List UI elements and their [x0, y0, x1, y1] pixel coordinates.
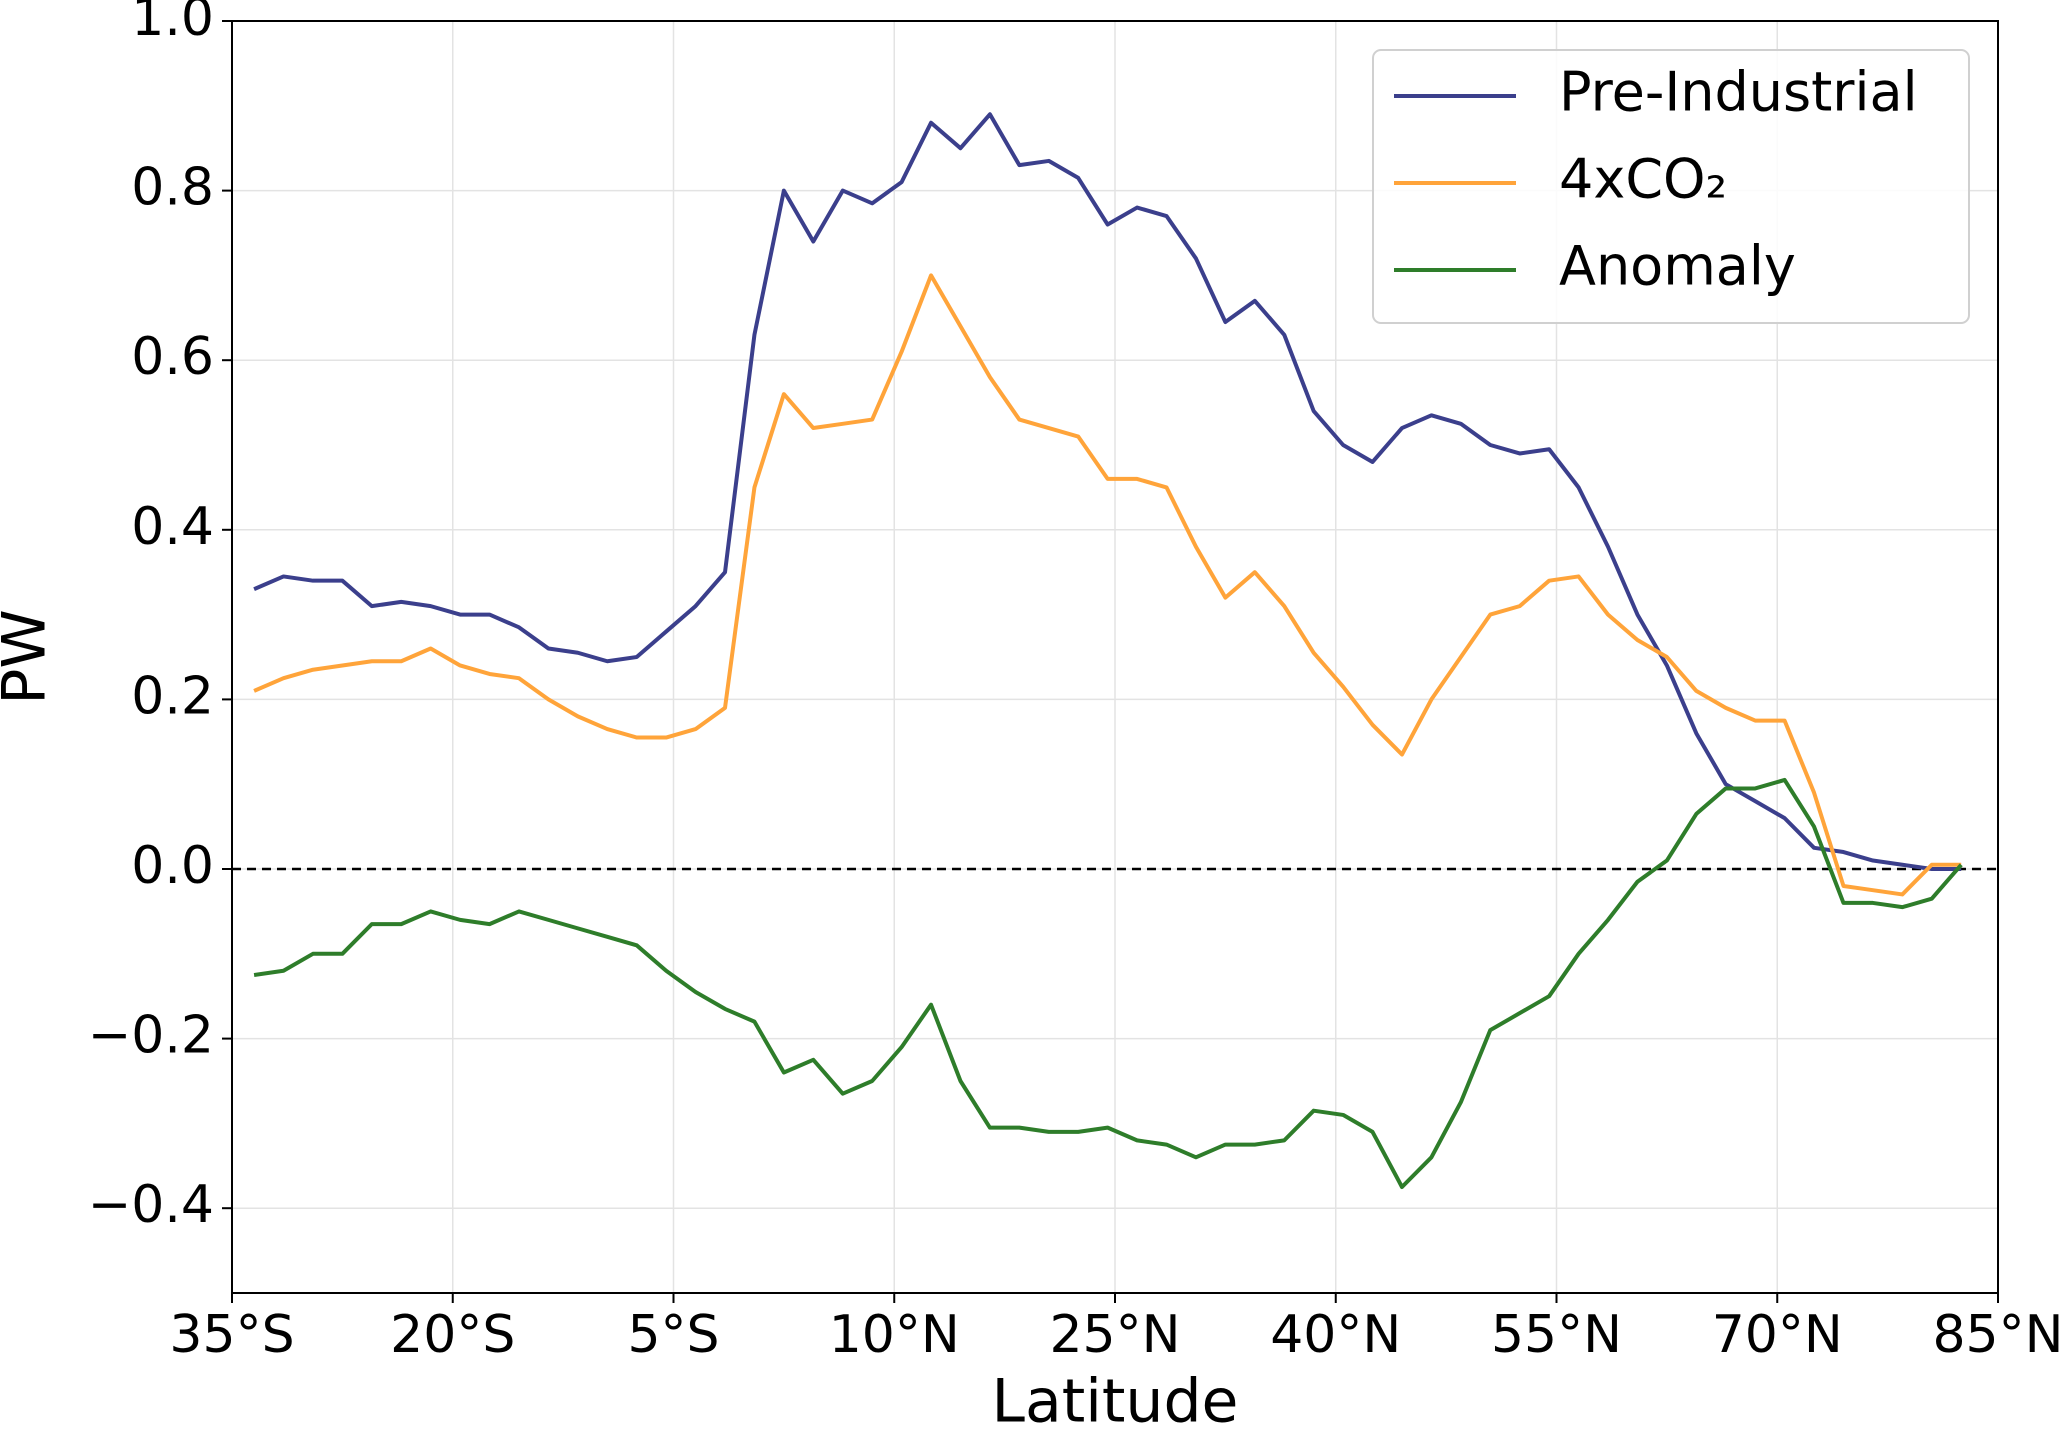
y-tick-label: 0.8 — [131, 158, 214, 218]
x-tick-label: 70°N — [1712, 1305, 1843, 1365]
x-tick-label: 25°N — [1049, 1305, 1180, 1365]
plot-frame — [231, 20, 1999, 1294]
x-tick-label: 20°S — [390, 1305, 515, 1365]
x-axis-label: Latitude — [992, 1367, 1239, 1437]
legend-label: Pre-Industrial — [1559, 61, 1918, 124]
series-line — [253, 273, 1962, 897]
y-tick-label: 0.0 — [131, 836, 214, 896]
legend: Pre-Industrial 4xCO₂ Anomaly — [1372, 49, 1970, 324]
series-line — [253, 777, 1963, 1189]
y-tick-label: −0.4 — [88, 1175, 214, 1235]
x-tick-label: 35°S — [169, 1305, 294, 1365]
x-tick-label: 55°N — [1491, 1305, 1622, 1365]
legend-box — [1372, 49, 1970, 324]
y-tick-label: 0.4 — [131, 497, 214, 557]
legend-label: Anomaly — [1559, 235, 1796, 298]
y-tick-label: 0.2 — [131, 666, 214, 726]
x-tick-label: 40°N — [1270, 1305, 1401, 1365]
x-tick-label: 10°N — [829, 1305, 960, 1365]
x-tick-label: 5°S — [627, 1305, 719, 1365]
y-axis-label: PW — [0, 609, 60, 705]
y-tick-label: 1.0 — [131, 0, 214, 48]
y-tick-label: −0.2 — [88, 1006, 214, 1066]
x-tick-label: 85°N — [1932, 1305, 2063, 1365]
y-tick-label: 0.6 — [131, 327, 214, 387]
series-line — [253, 112, 1962, 871]
legend-label: 4xCO₂ — [1559, 148, 1727, 211]
